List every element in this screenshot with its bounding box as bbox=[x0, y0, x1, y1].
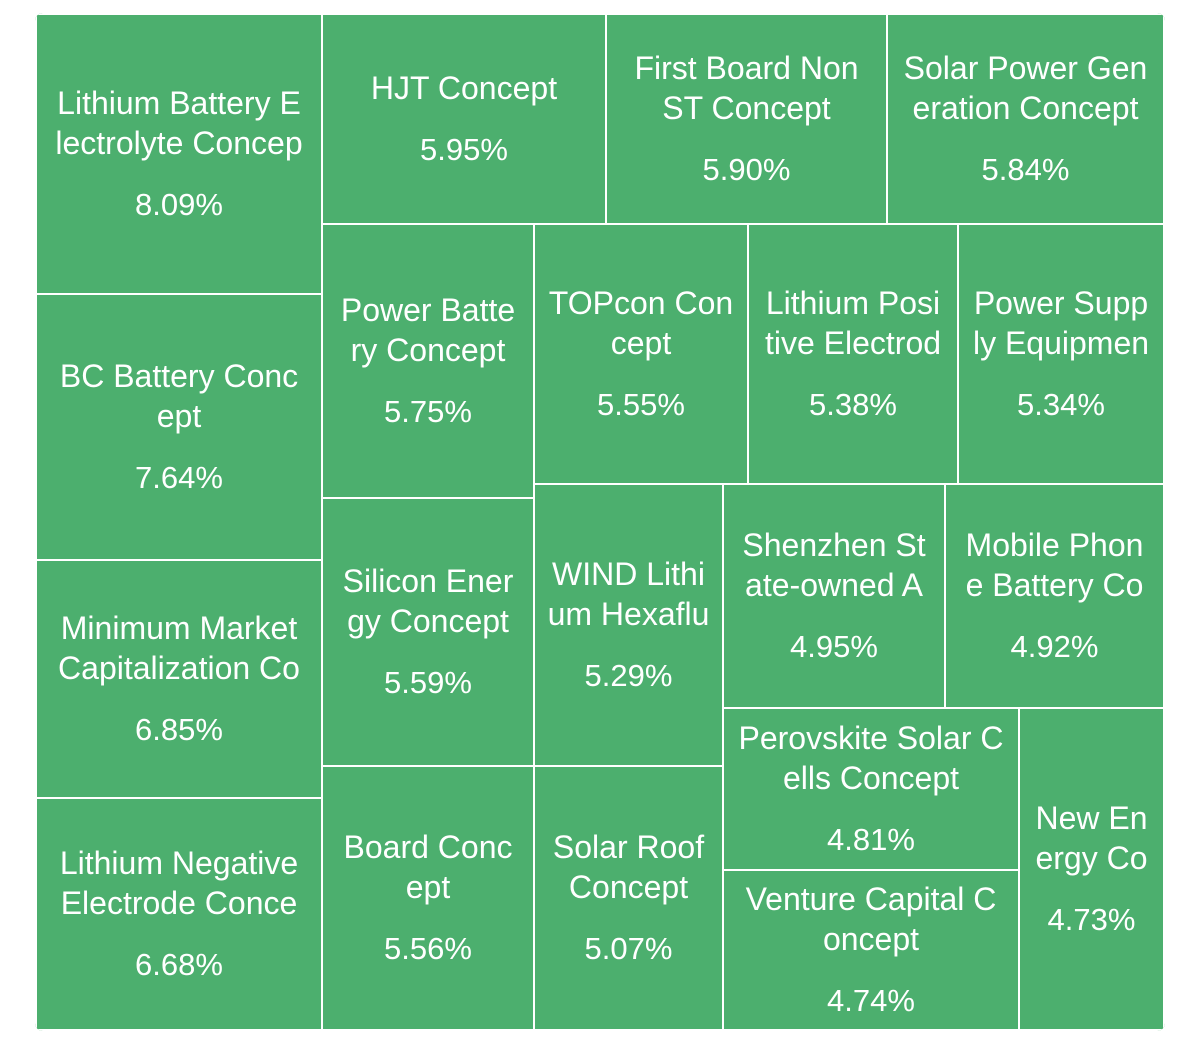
treemap-tile: BC Battery Conc ept 7.64% bbox=[35, 293, 323, 561]
tile-value: 5.56% bbox=[384, 931, 472, 966]
tile-value: 4.73% bbox=[1047, 902, 1136, 937]
tile-label: New En ergy Co bbox=[1035, 800, 1148, 876]
tile-value: 5.07% bbox=[584, 931, 673, 966]
tile-label: BC Battery Conc ept bbox=[59, 358, 299, 434]
tile-label: Lithium Posi tive Electrod bbox=[764, 285, 942, 361]
treemap-tile: Lithium Negative Electrode Conce 6.68% bbox=[35, 797, 323, 1031]
tile-value: 4.81% bbox=[827, 822, 915, 857]
treemap-tile: Lithium Battery E lectrolyte Concep 8.09% bbox=[35, 13, 323, 295]
tile-label: Minimum Market Capitalization Co bbox=[58, 610, 300, 686]
treemap-tile: Board Conc ept 5.56% bbox=[321, 765, 535, 1031]
tile-label: Venture Capital C oncept bbox=[745, 881, 997, 957]
treemap-tile: Lithium Posi tive Electrod 5.38% bbox=[747, 223, 959, 485]
treemap-chart: Lithium Battery E lectrolyte Concep 8.09%… bbox=[35, 13, 1165, 1031]
tile-label: HJT Concept bbox=[370, 70, 558, 106]
treemap-tile: Shenzhen St ate-owned A 4.95% bbox=[722, 483, 946, 709]
tile-value: 4.92% bbox=[1010, 629, 1099, 664]
tile-value: 5.59% bbox=[384, 665, 472, 700]
treemap-tile: WIND Lithi um Hexaflu 5.29% bbox=[533, 483, 724, 767]
tile-value: 4.74% bbox=[827, 983, 915, 1018]
tile-label: Power Batte ry Concept bbox=[340, 292, 516, 368]
tile-label: Mobile Phon e Battery Co bbox=[965, 527, 1144, 603]
tile-label: Board Conc ept bbox=[343, 829, 513, 905]
tile-value: 5.34% bbox=[1017, 387, 1105, 422]
tile-value: 6.68% bbox=[135, 947, 223, 982]
tile-label: Solar Roof Concept bbox=[552, 829, 705, 905]
tile-label: Shenzhen St ate-owned A bbox=[742, 527, 926, 603]
treemap-tile: Silicon Ener gy Concept 5.59% bbox=[321, 497, 535, 767]
treemap-tile: Power Batte ry Concept 5.75% bbox=[321, 223, 535, 499]
tile-value: 5.84% bbox=[981, 152, 1070, 187]
tile-label: TOPcon Con cept bbox=[548, 285, 734, 361]
tile-label: Power Supp ly Equipmen bbox=[972, 285, 1150, 361]
treemap-tile: First Board Non ST Concept 5.90% bbox=[605, 13, 888, 225]
treemap-tile: Mobile Phon e Battery Co 4.92% bbox=[944, 483, 1165, 709]
tile-label: Silicon Ener gy Concept bbox=[342, 563, 514, 639]
treemap-tile: Solar Roof Concept 5.07% bbox=[533, 765, 724, 1031]
treemap-tile: HJT Concept 5.95% bbox=[321, 13, 607, 225]
treemap-tile: Minimum Market Capitalization Co 6.85% bbox=[35, 559, 323, 799]
tile-value: 5.55% bbox=[597, 387, 685, 422]
tile-value: 5.38% bbox=[809, 387, 897, 422]
treemap-tile: New En ergy Co 4.73% bbox=[1018, 707, 1165, 1031]
tile-label: Lithium Battery E lectrolyte Concep bbox=[55, 85, 303, 161]
treemap-tile: TOPcon Con cept 5.55% bbox=[533, 223, 749, 485]
tile-label: Lithium Negative Electrode Conce bbox=[59, 845, 299, 921]
treemap-tile: Venture Capital C oncept 4.74% bbox=[722, 869, 1020, 1031]
treemap-tile: Perovskite Solar C ells Concept 4.81% bbox=[722, 707, 1020, 871]
tile-label: Perovskite Solar C ells Concept bbox=[738, 720, 1004, 796]
tile-value: 5.95% bbox=[420, 132, 508, 167]
tile-value: 4.95% bbox=[790, 629, 878, 664]
tile-value: 5.90% bbox=[702, 152, 791, 187]
tile-value: 6.85% bbox=[135, 712, 223, 747]
tile-label: Solar Power Gen eration Concept bbox=[903, 50, 1148, 126]
tile-value: 5.29% bbox=[584, 658, 673, 693]
tile-value: 8.09% bbox=[135, 187, 223, 222]
tile-value: 5.75% bbox=[384, 394, 472, 429]
tile-value: 7.64% bbox=[135, 460, 223, 495]
treemap-tile: Solar Power Gen eration Concept 5.84% bbox=[886, 13, 1165, 225]
treemap-tile: Power Supp ly Equipmen 5.34% bbox=[957, 223, 1165, 485]
tile-label: First Board Non ST Concept bbox=[634, 50, 859, 126]
tile-label: WIND Lithi um Hexaflu bbox=[547, 556, 710, 632]
